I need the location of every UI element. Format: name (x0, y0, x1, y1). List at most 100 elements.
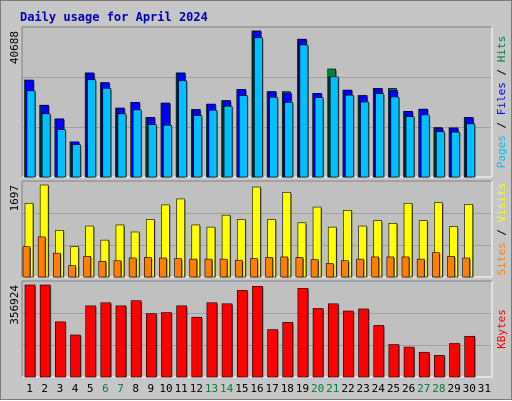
bar-kbytes-2 (39, 284, 51, 378)
bar-pages-6 (102, 88, 112, 178)
legend-files: Files (495, 82, 508, 115)
bar-sites-5 (83, 256, 91, 278)
bar-kbytes-6 (100, 302, 112, 378)
bar-pages-13 (208, 109, 218, 178)
bar-pages-15 (238, 95, 248, 178)
bar-pages-22 (345, 94, 354, 178)
bar-sites-28 (432, 252, 440, 278)
x-tick-8: 8 (132, 382, 139, 395)
x-tick-4: 4 (72, 382, 79, 395)
x-tick-14: 14 (220, 382, 234, 395)
x-tick-10: 10 (159, 382, 172, 395)
legend-visits: Visits (495, 183, 508, 223)
x-axis: 1 2 3 4 5 6 7 8 9 10 11 12 13 14 15 16 17 18 19 20 21 22 23 24 2… (26, 382, 491, 395)
bar-sites-19 (295, 257, 304, 278)
bar-kbytes-16 (252, 285, 263, 378)
y-max-label-kbytes: 356924 (8, 285, 21, 325)
legend-separator: / (495, 115, 508, 135)
x-tick-12: 12 (190, 382, 203, 395)
bar-kbytes-27 (418, 351, 430, 378)
legend-kbytes: KBytes (495, 309, 508, 349)
bar-sites-3 (53, 252, 61, 278)
bar-kbytes-11 (176, 305, 187, 378)
bar-sites-25 (386, 256, 395, 278)
bar-sites-4 (68, 265, 76, 278)
visits-sites-legend: Sites / Visits (495, 183, 508, 276)
bar-pages-4 (72, 144, 81, 178)
bar-sites-24 (371, 256, 380, 278)
bar-kbytes-3 (55, 321, 66, 378)
x-tick-16: 16 (250, 382, 263, 395)
bar-pages-18 (284, 102, 294, 178)
bar-pages-16 (254, 37, 263, 178)
legend-separator: / (495, 222, 508, 242)
bar-pages-8 (132, 109, 142, 178)
bar-kbytes-10 (161, 312, 172, 378)
bar-sites-10 (159, 257, 167, 278)
bar-sites-13 (204, 258, 213, 278)
bar-sites-16 (250, 258, 258, 278)
legend-sites: Sites (495, 242, 508, 275)
bar-kbytes-18 (282, 322, 294, 378)
bar-sites-7 (113, 260, 122, 278)
x-tick-1: 1 (26, 382, 33, 395)
bar-kbytes-12 (191, 316, 203, 378)
bar-kbytes-26 (403, 346, 415, 378)
x-tick-22: 22 (341, 382, 354, 395)
bar-sites-26 (401, 256, 410, 278)
x-tick-7: 7 (117, 382, 124, 395)
bar-pages-1 (26, 90, 36, 178)
x-tick-15: 15 (235, 382, 248, 395)
bar-kbytes-7 (115, 305, 127, 378)
bar-sites-23 (356, 258, 364, 278)
bar-pages-25 (390, 96, 400, 178)
bar-pages-23 (360, 101, 369, 178)
bar-pages-3 (57, 129, 66, 178)
bar-kbytes-5 (85, 305, 96, 378)
bar-kbytes-17 (267, 329, 278, 378)
bar-sites-6 (98, 260, 107, 278)
bar-pages-26 (405, 116, 415, 178)
bar-pages-28 (436, 131, 445, 178)
y-max-label-visits-sites: 1697 (8, 185, 21, 212)
x-tick-30: 30 (463, 382, 476, 395)
bar-kbytes-25 (388, 344, 400, 378)
bar-sites-27 (416, 258, 425, 278)
bar-pages-27 (420, 114, 430, 178)
bar-sites-14 (219, 258, 228, 278)
bar-sites-8 (128, 257, 137, 278)
x-tick-23: 23 (357, 382, 370, 395)
bar-kbytes-23 (358, 308, 369, 378)
panel-visits-sites: 1697 Sites / Visits (8, 180, 508, 278)
legend-separator: / (495, 62, 508, 82)
bar-sites-22 (341, 260, 349, 278)
bar-kbytes-9 (145, 313, 157, 378)
x-tick-17: 17 (266, 382, 279, 395)
bar-pages-24 (375, 93, 385, 178)
x-tick-9: 9 (148, 382, 155, 395)
x-tick-18: 18 (281, 382, 294, 395)
bar-kbytes-30 (464, 335, 475, 378)
bar-sites-11 (174, 258, 182, 278)
bar-pages-19 (299, 44, 309, 178)
bar-kbytes-22 (343, 310, 354, 378)
hits-files-pages-legend: Pages / Files / Hits (495, 36, 508, 169)
bar-pages-12 (193, 115, 203, 178)
bar-sites-1 (22, 246, 31, 278)
x-tick-24: 24 (372, 382, 386, 395)
bar-sites-30 (462, 257, 470, 278)
y-max-label-hits-files-pages: 40688 (8, 31, 21, 64)
bar-pages-20 (314, 97, 324, 178)
bar-pages-29 (451, 131, 460, 178)
bar-sites-17 (265, 257, 273, 278)
x-tick-20: 20 (311, 382, 324, 395)
bar-kbytes-20 (312, 308, 324, 378)
bar-sites-21 (325, 263, 334, 278)
bar-pages-17 (269, 97, 278, 178)
x-tick-13: 13 (205, 382, 218, 395)
bar-kbytes-13 (206, 302, 218, 378)
x-tick-21: 21 (326, 382, 339, 395)
x-tick-5: 5 (87, 382, 94, 395)
